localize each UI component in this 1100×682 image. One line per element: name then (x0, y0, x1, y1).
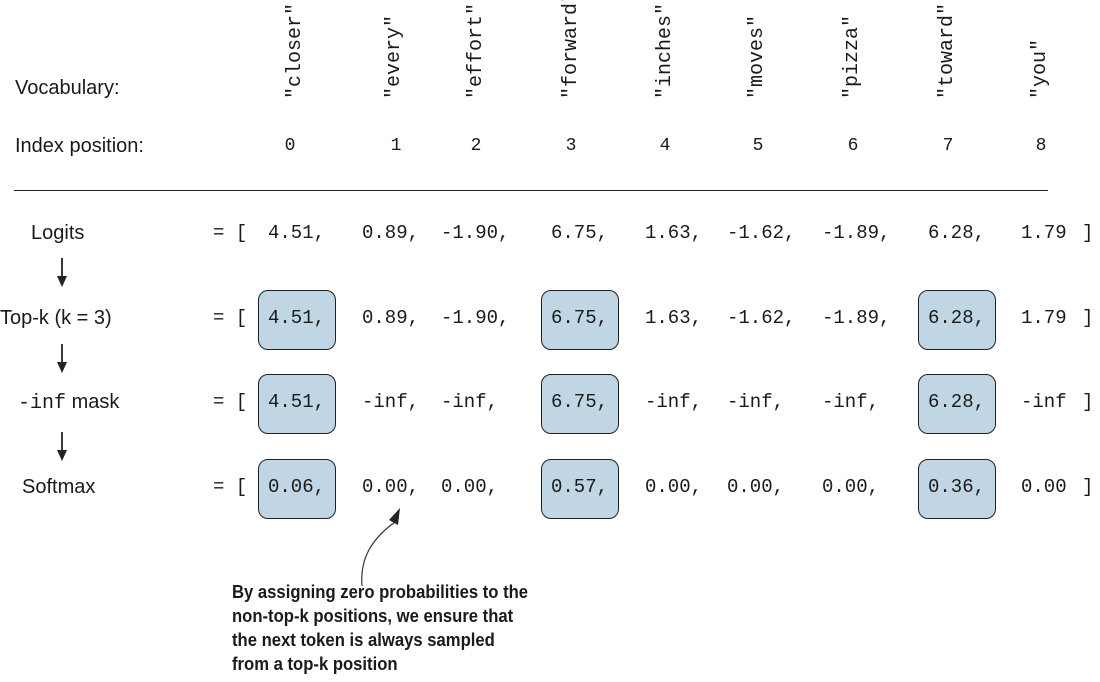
down-arrow-icon (57, 432, 67, 461)
open-bracket: = [ (213, 391, 248, 413)
index-position-label: Index position: (15, 135, 144, 157)
value-cell: 1.79 (1021, 307, 1067, 329)
row-label: Top-k (k = 3) (0, 307, 112, 330)
open-bracket: = [ (213, 307, 248, 329)
row-label: -inf mask (18, 391, 119, 415)
annotation-line: non-top-k positions, we ensure that (232, 605, 514, 626)
value-cell: -inf (1021, 391, 1067, 413)
annotation-line: from a top-k position (232, 653, 398, 674)
row-label: Softmax (22, 476, 95, 499)
value-cell: 0.00, (822, 476, 880, 498)
vocabulary-token: "you" (1029, 38, 1052, 99)
value-cell: 0.06, (268, 476, 326, 498)
highlight-box (918, 459, 996, 519)
open-bracket: = [ (213, 476, 248, 498)
value-cell: -inf, (822, 391, 880, 413)
highlight-box (258, 290, 336, 350)
close-bracket: ] (1082, 476, 1094, 498)
value-cell: 0.00, (362, 476, 420, 498)
row-label: Logits (31, 222, 84, 245)
index-number: 5 (752, 136, 764, 156)
vocabulary-token: "inches" (654, 2, 677, 99)
down-arrow-icon (57, 344, 67, 373)
vocabulary-label: Vocabulary: (15, 77, 120, 99)
value-cell: 6.28, (928, 307, 986, 329)
value-cell: -inf, (362, 391, 420, 413)
row-label-text: mask (66, 391, 120, 413)
open-bracket: = [ (213, 222, 248, 244)
value-cell: 0.89, (362, 222, 420, 244)
row-label-code: -inf (18, 392, 67, 415)
value-cell: 0.00, (441, 476, 499, 498)
value-cell: 6.28, (928, 391, 986, 413)
index-number: 1 (390, 136, 402, 156)
value-cell: 4.51, (268, 391, 326, 413)
value-cell: -1.89, (822, 222, 891, 244)
highlight-box (541, 374, 619, 434)
highlight-box (258, 374, 336, 434)
row-label-text: Softmax (22, 476, 96, 498)
pointer-arrow-icon (361, 508, 400, 587)
highlight-box (541, 459, 619, 519)
value-cell: 1.63, (645, 307, 703, 329)
index-number: 6 (847, 136, 859, 156)
annotation-note: By assigning zero probabilities to the n… (232, 580, 610, 676)
value-cell: -inf, (727, 391, 785, 413)
vocabulary-token: "moves" (746, 14, 769, 99)
value-cell: 6.75, (551, 222, 609, 244)
value-cell: 0.00 (1021, 476, 1067, 498)
value-cell: 4.51, (268, 307, 326, 329)
value-cell: 0.00, (645, 476, 703, 498)
index-number: 0 (284, 136, 296, 156)
vocabulary-token: "pizza" (841, 14, 864, 99)
vocabulary-token: "every" (383, 14, 406, 99)
value-cell: -1.90, (441, 222, 510, 244)
index-number: 8 (1035, 136, 1047, 156)
value-cell: 0.36, (928, 476, 986, 498)
highlight-box (258, 459, 336, 519)
index-number: 4 (659, 136, 671, 156)
close-bracket: ] (1082, 391, 1094, 413)
value-cell: 4.51, (268, 222, 326, 244)
value-cell: 0.89, (362, 307, 420, 329)
vocabulary-token: "effort" (465, 2, 488, 99)
row-label-text: Top-k (k = 3) (0, 307, 112, 329)
annotation-line: By assigning zero probabilities to the (232, 581, 529, 602)
vocabulary-token: "closer" (284, 2, 307, 99)
value-cell: -1.62, (727, 222, 796, 244)
down-arrow-icon (57, 258, 67, 287)
vocabulary-token: "forward" (560, 0, 583, 99)
index-number: 7 (942, 136, 954, 156)
highlight-box (918, 290, 996, 350)
annotation-line: the next token is always sampled (232, 629, 495, 650)
vocabulary-token: "toward" (936, 2, 959, 99)
value-cell: -inf, (645, 391, 703, 413)
value-cell: -1.90, (441, 307, 510, 329)
value-cell: 6.75, (551, 391, 609, 413)
row-label-text: Logits (31, 222, 85, 244)
highlight-box (541, 290, 619, 350)
value-cell: 0.57, (551, 476, 609, 498)
value-cell: 1.63, (645, 222, 703, 244)
index-number: 3 (565, 136, 577, 156)
value-cell: -inf, (441, 391, 499, 413)
value-cell: 6.28, (928, 222, 986, 244)
value-cell: 6.75, (551, 307, 609, 329)
divider-line (14, 190, 1048, 191)
index-number: 2 (470, 136, 482, 156)
value-cell: 0.00, (727, 476, 785, 498)
close-bracket: ] (1082, 222, 1094, 244)
close-bracket: ] (1082, 307, 1094, 329)
value-cell: -1.62, (727, 307, 796, 329)
value-cell: -1.89, (822, 307, 891, 329)
highlight-box (918, 374, 996, 434)
value-cell: 1.79 (1021, 222, 1067, 244)
